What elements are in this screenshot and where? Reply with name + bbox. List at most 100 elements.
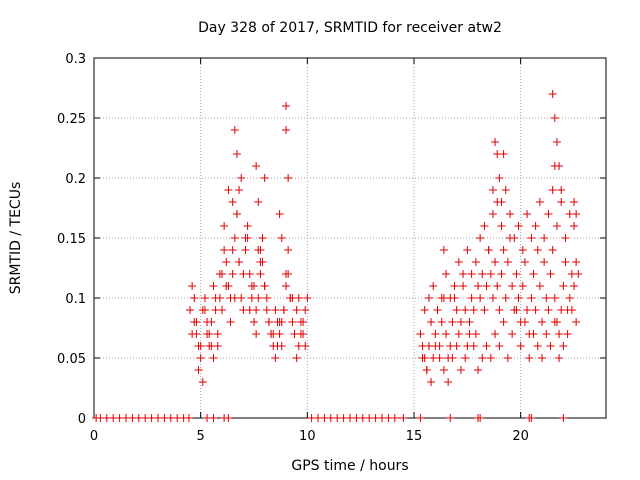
data-point (196, 342, 205, 350)
data-point (540, 258, 549, 266)
data-point (220, 222, 229, 230)
data-point (452, 342, 461, 350)
data-point (230, 126, 239, 134)
data-point (520, 318, 529, 326)
data-point (209, 414, 218, 422)
data-point (550, 114, 559, 122)
data-point (456, 318, 465, 326)
data-point (205, 330, 214, 338)
data-point (529, 270, 538, 278)
data-point (471, 258, 480, 266)
data-point (531, 306, 540, 314)
data-point (544, 306, 553, 314)
data-point (572, 258, 581, 266)
data-point (467, 270, 476, 278)
data-point (241, 234, 250, 242)
data-point (271, 354, 280, 362)
data-point (209, 282, 218, 290)
data-point (390, 414, 399, 422)
data-point (258, 234, 267, 242)
data-point (572, 318, 581, 326)
data-point (230, 234, 239, 242)
data-point (282, 102, 290, 110)
data-point (446, 294, 455, 302)
data-point (497, 270, 506, 278)
data-point (465, 330, 474, 338)
data-points (92, 90, 583, 422)
data-point (478, 270, 487, 278)
data-point (550, 162, 559, 170)
data-point (546, 342, 555, 350)
data-point (486, 270, 495, 278)
data-point (424, 294, 433, 302)
data-point (480, 222, 489, 230)
data-point (427, 318, 436, 326)
data-point (535, 282, 544, 290)
y-axis-label: SRMTID / TECUs (8, 182, 24, 295)
data-point (271, 306, 280, 314)
data-point (188, 282, 197, 290)
data-point (200, 294, 209, 302)
data-point (552, 138, 561, 146)
data-point (538, 354, 546, 362)
data-point (448, 354, 457, 362)
data-point (224, 186, 233, 194)
data-point (188, 330, 197, 338)
data-point (525, 354, 534, 362)
data-point (488, 186, 497, 194)
data-point (260, 174, 269, 182)
data-point (546, 270, 555, 278)
data-point (190, 294, 199, 302)
x-tick-label: 0 (90, 429, 98, 444)
data-point (433, 306, 442, 314)
data-point (469, 342, 478, 350)
data-point (228, 246, 237, 254)
data-point (503, 258, 512, 266)
data-point (555, 330, 564, 338)
data-point (416, 330, 425, 338)
data-point (252, 162, 261, 170)
data-point (527, 414, 536, 422)
data-point (186, 306, 194, 314)
data-point (258, 258, 267, 266)
data-point (277, 234, 286, 242)
data-point (228, 198, 237, 206)
y-tick-label: 0.3 (65, 52, 86, 67)
data-point (275, 210, 284, 218)
data-point (444, 378, 453, 386)
data-point (239, 270, 248, 278)
data-point (474, 282, 482, 290)
data-point (544, 210, 553, 218)
data-point (418, 354, 427, 362)
data-point (555, 354, 564, 362)
data-point (484, 246, 493, 254)
data-point (499, 318, 508, 326)
data-point (284, 270, 293, 278)
data-point (222, 282, 231, 290)
data-point (256, 270, 265, 278)
data-point (439, 366, 448, 374)
data-point (245, 306, 254, 314)
data-point (542, 330, 551, 338)
chart-title: Day 328 of 2017, SRMTID for receiver atw… (198, 20, 502, 36)
y-tick-label: 0 (78, 412, 86, 427)
data-point (232, 150, 241, 158)
data-point (518, 282, 527, 290)
data-point (250, 282, 258, 290)
y-tick-label: 0.05 (57, 352, 86, 367)
data-point (482, 282, 491, 290)
data-point (542, 294, 551, 302)
data-point (550, 318, 559, 326)
data-point (262, 306, 271, 314)
data-point (527, 234, 536, 242)
data-point (548, 90, 557, 98)
data-point (570, 198, 578, 206)
data-point (228, 270, 237, 278)
data-point (520, 258, 529, 266)
data-point (503, 354, 512, 362)
data-point (416, 414, 425, 422)
data-point (215, 270, 224, 278)
data-point (273, 342, 282, 350)
data-point (427, 378, 436, 386)
data-point (431, 342, 440, 350)
